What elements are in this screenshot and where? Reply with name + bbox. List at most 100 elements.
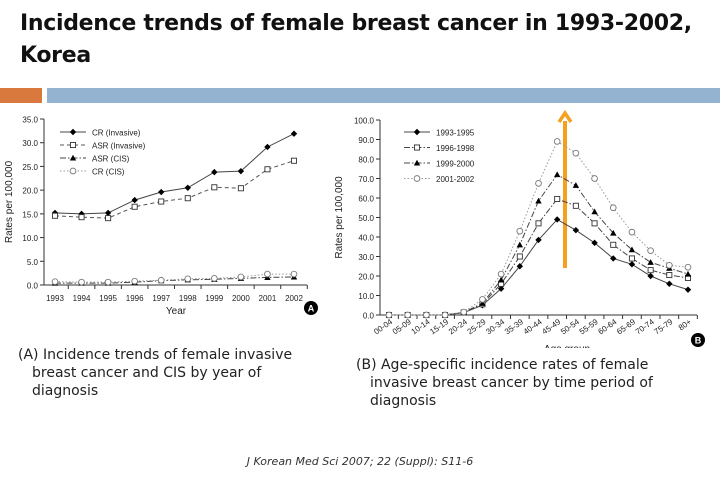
y-tick-label: 30.0 [358,253,374,262]
series-line-3 [54,273,294,283]
data-point [591,239,598,247]
data-point [78,214,85,221]
panel-badge [691,333,705,347]
legend-marker [413,175,421,182]
x-tick-label: 25-29 [466,317,488,336]
caption-a-line3: diagnosis [32,383,99,399]
data-point [479,296,486,303]
panel-badge-label: A [308,304,315,314]
data-point [516,263,524,270]
data-point [157,276,165,284]
data-point [647,272,654,280]
legend-label: ASR (CIS) [92,155,130,164]
legend-label: ASR (Invasive) [92,142,146,151]
data-point [666,280,673,287]
x-tick-label: 1999 [205,294,223,303]
data-point [665,261,673,269]
data-point [497,276,505,283]
x-axis-title: Age group [544,344,591,348]
data-point [647,259,654,265]
data-point [684,286,692,293]
y-tick-label: 70.0 [358,175,374,184]
slide-title: Incidence trends of female breast cancer… [20,11,692,68]
data-point [553,138,561,145]
y-tick-label: 100.0 [354,117,375,126]
data-point [441,311,449,319]
legend-label: 1993-1995 [436,129,475,138]
legend-marker [69,167,77,175]
citation: J Korean Med Sci 2007; 22 (Suppl): S11-6 [246,455,474,468]
data-point [237,273,245,281]
data-point [647,267,654,274]
data-point [572,226,580,234]
chart-b: 0.0 10.0 20.0 30.0 40.0 50.0 60.0 70.0 80.0 90.0 1… [334,109,705,348]
x-tick-label: 00-04 [372,317,394,336]
legend-marker [413,128,421,136]
x-tick-label: 35-39 [503,317,525,336]
y-tick-label: 20.0 [358,273,374,282]
annotation-arrow-head [557,109,573,123]
data-point [211,184,218,191]
data-point [554,195,561,202]
x-tick-label: 60-64 [596,317,618,336]
legend-marker [69,128,77,136]
data-point [628,246,636,253]
caption-b-line1: (B) Age-specific incidence rates of fema… [356,357,649,373]
data-point [290,157,298,164]
accent-bar-orange [0,88,42,103]
data-point [628,228,636,236]
data-point [666,272,673,279]
y-tick-label: 5.0 [27,258,39,267]
legend-label: CR (Invasive) [92,129,141,138]
panel-badge [304,301,318,315]
y-axis-title: Rates per 100,000 [334,176,345,259]
panel-badge-label: B [695,336,702,346]
x-tick-label: 1995 [99,294,117,303]
y-tick-label: 90.0 [358,136,374,145]
series-line-0 [54,133,295,215]
data-point [184,275,192,283]
data-point [572,202,579,209]
data-point [684,263,692,271]
data-point [591,175,598,182]
caption-b-line3: diagnosis [370,393,437,409]
x-tick-label: 65-69 [615,317,637,336]
y-tick-label: 30.0 [22,139,38,148]
legend-marker [69,141,77,149]
data-point [423,311,430,319]
y-tick-label: 40.0 [358,234,374,243]
x-tick-label: 75-79 [653,317,675,336]
data-point [184,195,191,202]
data-point [516,241,524,248]
data-point [610,255,617,262]
data-point [460,308,468,316]
data-point [479,300,486,306]
y-tick-label: 20.0 [22,187,38,196]
data-point [628,255,635,262]
x-tick-label: 1993 [46,294,64,303]
data-point [516,253,523,260]
caption-b-line2: invasive breast cancer by time period of [370,375,653,391]
data-point [572,182,580,188]
legend-label: 1996-1998 [436,144,475,153]
y-tick-label: 0.0 [363,312,375,321]
series-line-2 [389,173,689,316]
x-tick-label: 30-34 [484,317,506,336]
data-point [610,241,617,248]
x-tick-label: 1994 [73,294,91,303]
data-point [591,208,598,215]
data-point [628,261,636,268]
data-point [684,270,692,277]
x-tick-label: 05-09 [391,317,413,336]
series-line-1 [54,160,295,219]
data-point [51,212,59,219]
data-point [647,247,654,254]
x-tick-label: 40-44 [522,317,544,336]
data-point [610,229,617,236]
legend-label: 2001-2002 [436,175,475,184]
series-line-3 [389,140,689,316]
data-point [290,130,298,137]
y-tick-label: 50.0 [358,214,374,223]
legend-marker [69,154,77,161]
caption-b: (B) Age-specific incidence rates of fema… [356,356,696,410]
